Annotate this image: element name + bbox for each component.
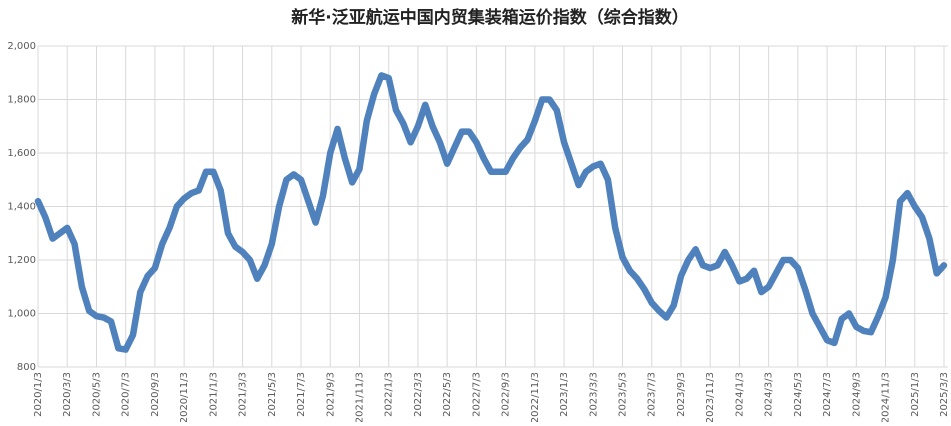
y-tick-label: 1,800 <box>7 95 36 106</box>
y-tick-label: 1,400 <box>7 202 36 213</box>
line <box>34 72 948 353</box>
x-tick-label: 2020/9/3 <box>150 372 161 417</box>
y-tick-label: 1,600 <box>7 148 36 159</box>
x-tick-label: 2023/5/3 <box>618 372 629 417</box>
chart-title: 新华·泛亚航运中国内贸集装箱运价指数（综合指数） <box>291 7 688 28</box>
x-tick-label: 2023/1/3 <box>559 372 570 417</box>
x-tick-label: 2020/3/3 <box>62 372 73 417</box>
y-tick-label: 1,000 <box>7 309 36 320</box>
x-tick-label: 2021/1/3 <box>208 372 219 417</box>
y-tick-label: 800 <box>17 362 36 373</box>
x-tick-label: 2023/11/3 <box>705 372 716 422</box>
x-tick-label: 2022/9/3 <box>501 372 512 417</box>
y-tick-label: 2,000 <box>7 41 36 52</box>
x-tick-label: 2023/7/3 <box>647 372 658 417</box>
x-tick-label: 2021/9/3 <box>325 372 336 417</box>
x-tick-label: 2022/7/3 <box>471 372 482 417</box>
x-tick-label: 2024/9/3 <box>851 372 862 417</box>
x-tick-label: 2023/3/3 <box>588 372 599 417</box>
x-tick-label: 2021/5/3 <box>267 372 278 417</box>
x-tick-label: 2020/1/3 <box>33 372 44 417</box>
x-tick-label: 2021/7/3 <box>296 372 307 417</box>
x-tick-label: 2024/11/3 <box>881 372 892 422</box>
x-tick-label: 2023/9/3 <box>676 372 687 417</box>
x-tick-label: 2022/5/3 <box>442 372 453 417</box>
x-tick-label: 2021/3/3 <box>238 372 249 417</box>
x-tick-label: 2024/7/3 <box>822 372 833 417</box>
x-tick-label: 2020/7/3 <box>121 372 132 417</box>
x-tick-label: 2024/3/3 <box>764 372 775 417</box>
y-tick-label: 1,200 <box>7 255 36 266</box>
x-tick-label: 2020/5/3 <box>91 372 102 417</box>
x-tick-label: 2020/11/3 <box>179 372 190 422</box>
x-tick-label: 2022/11/3 <box>530 372 541 422</box>
x-tick-label: 2024/1/3 <box>734 372 745 417</box>
x-tick-label: 2021/11/3 <box>354 372 365 422</box>
x-tick-label: 2024/5/3 <box>793 372 804 417</box>
x-tick-label: 2025/1/3 <box>910 372 921 417</box>
x-tick-label: 2025/3/3 <box>939 372 950 417</box>
x-tick-label: 2022/3/3 <box>413 372 424 417</box>
x-tick-label: 2022/1/3 <box>384 372 395 417</box>
